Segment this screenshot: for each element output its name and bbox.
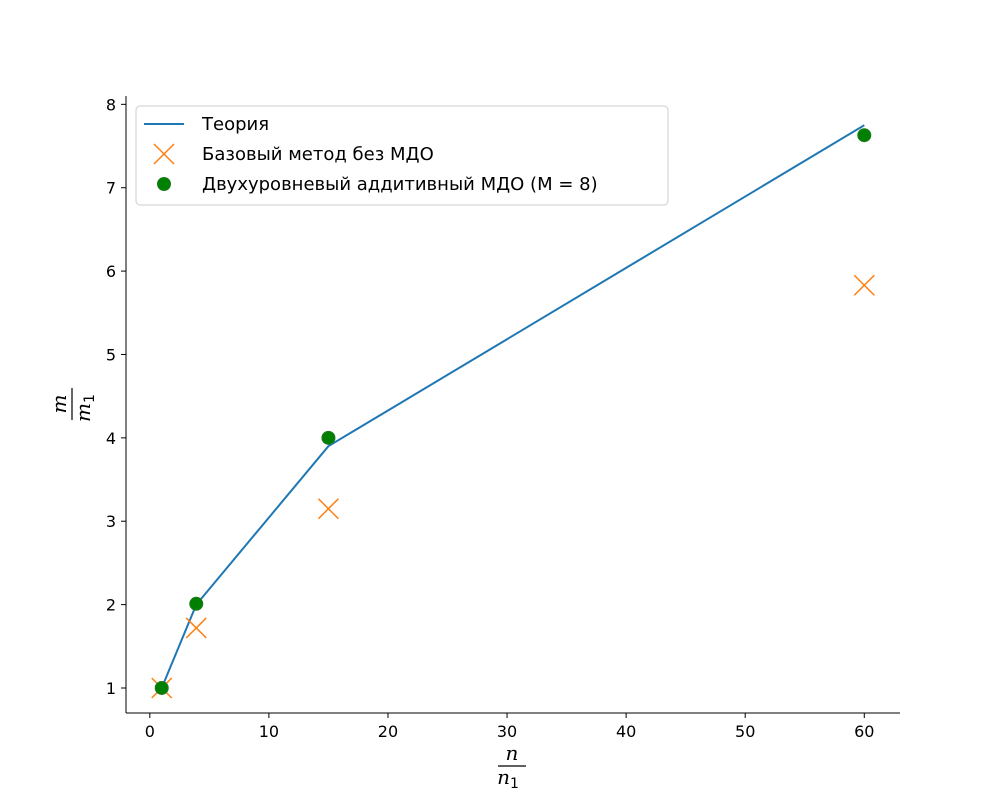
plot-marks — [151, 124, 875, 699]
y-tick-label: 6 — [106, 262, 116, 281]
y-tick-label: 8 — [106, 95, 116, 114]
point-mdo — [857, 128, 872, 143]
svg-text:n1: n1 — [497, 765, 519, 792]
axes: 0 10 20 30 40 50 60 1 2 3 4 5 6 7 8 — [106, 95, 900, 741]
y-tick-label: 5 — [106, 345, 116, 364]
y-axis-label: m m1 — [47, 388, 98, 422]
point-mdo — [189, 596, 204, 611]
legend: Теория Базовый метод без МДО Двухуровневый… — [135, 105, 669, 206]
legend-x-icon — [153, 143, 175, 165]
x-tick-label: 30 — [497, 722, 517, 741]
x-axis-label-denominator-subscript: 1 — [510, 776, 519, 792]
series-line-teoriya — [160, 124, 865, 689]
x-tick-label: 0 — [145, 722, 155, 741]
y-tick-label: 7 — [106, 179, 116, 198]
y-axis-label-denominator-subscript: 1 — [82, 394, 98, 403]
x-tick-label: 60 — [854, 722, 874, 741]
y-tick-label: 3 — [106, 512, 116, 531]
y-axis-label-numerator: m — [47, 395, 71, 414]
point-mdo — [321, 430, 336, 445]
legend-entry-label: Двухуровневый аддитивный МДО (M = 8) — [202, 174, 598, 195]
x-tick-label: 40 — [616, 722, 636, 741]
y-axis-label-denominator: m — [71, 403, 95, 422]
point-baseline — [853, 274, 875, 296]
legend-entry-label: Базовый метод без МДО — [202, 144, 434, 165]
x-axis-label-numerator: n — [506, 741, 519, 765]
x-tick-label: 20 — [378, 722, 398, 741]
legend-box — [135, 105, 669, 206]
y-tick-label: 2 — [106, 596, 116, 615]
point-baseline — [185, 617, 207, 639]
x-axis-label: n n1 — [497, 741, 526, 792]
legend-entry-label: Теория — [201, 114, 269, 135]
point-baseline — [317, 498, 339, 520]
x-axis-label-denominator: n — [497, 765, 510, 789]
svg-text:m1: m1 — [71, 394, 98, 422]
y-tick-label: 4 — [106, 429, 116, 448]
x-tick-label: 10 — [259, 722, 279, 741]
y-tick-label: 1 — [106, 679, 116, 698]
legend-dot-icon — [157, 177, 171, 191]
x-tick-label: 50 — [735, 722, 755, 741]
point-mdo — [154, 680, 169, 695]
